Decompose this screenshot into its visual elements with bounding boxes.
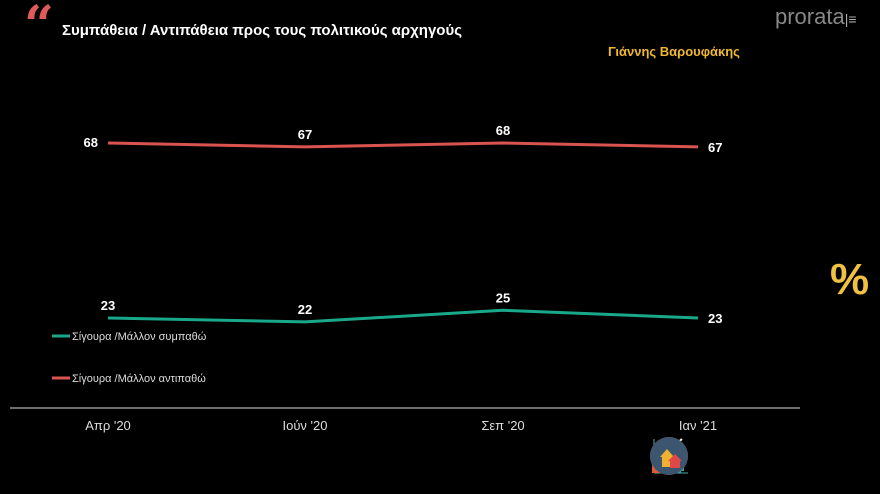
x-tick-label: Ιαν '21 xyxy=(679,418,717,433)
houses-icon[interactable] xyxy=(650,437,688,475)
quote-icon: “ xyxy=(24,0,54,56)
data-label: 68 xyxy=(496,123,510,138)
data-label: 25 xyxy=(496,290,510,305)
data-label: 67 xyxy=(298,127,312,142)
x-tick-label: Απρ '20 xyxy=(85,418,131,433)
series-line xyxy=(107,141,699,149)
data-label: 68 xyxy=(84,135,98,150)
data-label: 23 xyxy=(101,298,115,313)
prorata-logo: prorata|≡ xyxy=(775,4,857,29)
page-title: Συμπάθεια / Αντιπάθεια προς τους πολιτικ… xyxy=(62,22,463,39)
x-tick-label: Ιούν '20 xyxy=(282,418,327,433)
x-tick-label: Σεπ '20 xyxy=(481,418,524,433)
series-line xyxy=(107,308,699,324)
data-label: 67 xyxy=(708,140,722,155)
legend-label: Σίγουρα /Μάλλον αντιπαθώ xyxy=(72,373,206,385)
data-label: 23 xyxy=(708,311,722,326)
legend-label: Σίγουρα /Μάλλον συμπαθώ xyxy=(72,331,207,343)
percent-icon: % xyxy=(830,255,870,304)
data-label: 22 xyxy=(298,302,312,317)
subtitle: Γιάννης Βαρουφάκης xyxy=(608,44,740,59)
